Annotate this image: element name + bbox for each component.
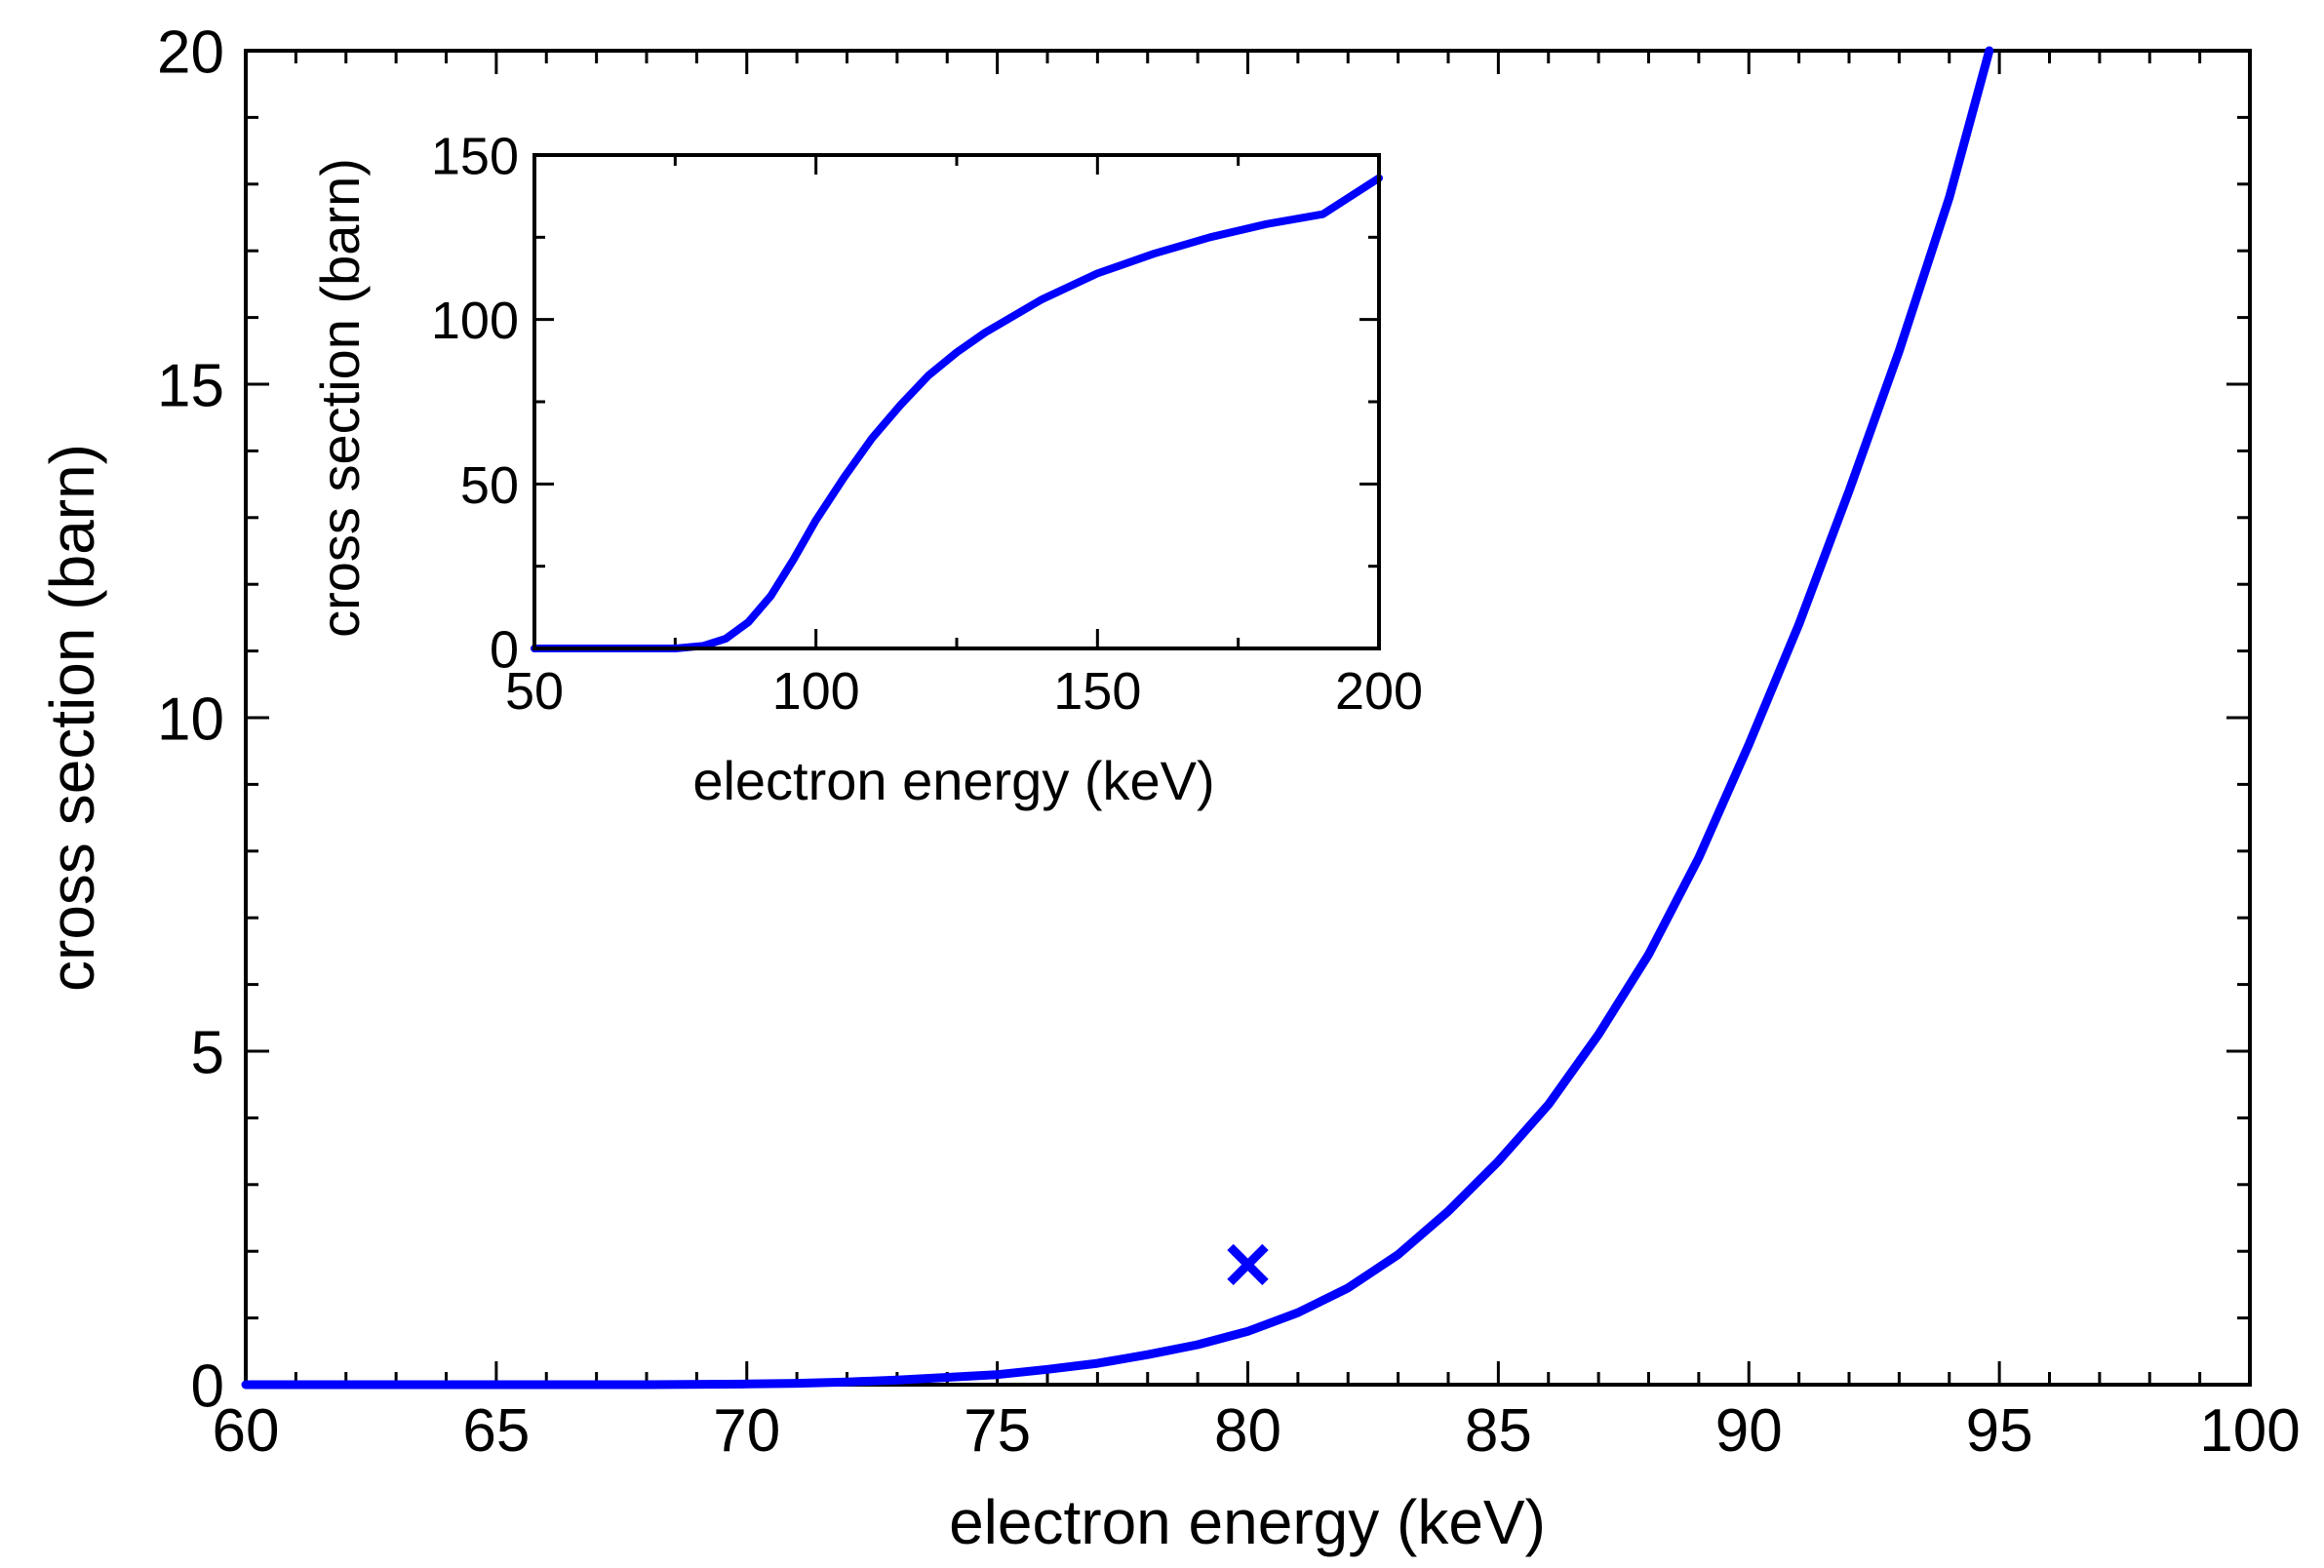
main-y-tick-label: 10 bbox=[157, 686, 224, 753]
inset-plot-background bbox=[534, 155, 1379, 648]
main-y-tick-label: 5 bbox=[191, 1019, 224, 1086]
main-x-tick-label: 100 bbox=[2199, 1397, 2300, 1465]
inset-plot-frame bbox=[532, 153, 1381, 650]
main-y-tick-label: 15 bbox=[157, 352, 224, 419]
inset-x-tick-label: 150 bbox=[1053, 662, 1141, 721]
inset-y-tick-label: 100 bbox=[431, 292, 519, 350]
main-x-tick-label: 60 bbox=[213, 1397, 280, 1465]
main-x-tick-label: 75 bbox=[964, 1397, 1031, 1465]
inset-y-axis-title: cross section (barn) bbox=[309, 158, 371, 638]
main-x-tick-label: 65 bbox=[462, 1397, 530, 1465]
main-y-axis-title: cross section (barn) bbox=[37, 444, 107, 992]
main-tick-labels: 60 65 70 75 80 85 90 95 100 0 5 10 15 20 bbox=[157, 19, 2301, 1465]
main-x-tick-label: 90 bbox=[1715, 1397, 1783, 1465]
inset-x-axis-title: electron energy (keV) bbox=[692, 750, 1214, 811]
inset-y-tick-label: 50 bbox=[460, 456, 519, 515]
main-x-tick-label: 85 bbox=[1465, 1397, 1532, 1465]
main-x-tick-label: 80 bbox=[1214, 1397, 1281, 1465]
main-series-group bbox=[241, 46, 1994, 1390]
main-series-line bbox=[241, 46, 1994, 1390]
inset-x-tick-label: 100 bbox=[772, 662, 860, 721]
main-x-tick-label: 95 bbox=[1966, 1397, 2033, 1465]
inset-x-tick-label: 50 bbox=[505, 662, 564, 721]
marker-stroke-b bbox=[1227, 1243, 1269, 1286]
inset-y-tick-label: 0 bbox=[490, 620, 519, 679]
inset-y-tick-label: 150 bbox=[431, 127, 519, 185]
main-axis-ticks bbox=[246, 51, 2250, 1385]
main-x-tick-label: 70 bbox=[713, 1397, 780, 1465]
main-data-point-marker bbox=[1227, 1243, 1269, 1286]
main-y-tick-label: 20 bbox=[157, 19, 224, 86]
main-y-tick-label: 0 bbox=[191, 1352, 224, 1420]
main-x-axis-title: electron energy (keV) bbox=[949, 1487, 1546, 1557]
main-plot: 60 65 70 75 80 85 90 95 100 0 5 10 15 20 electron ene… bbox=[37, 19, 2301, 1557]
inset-x-tick-label: 200 bbox=[1335, 662, 1423, 721]
